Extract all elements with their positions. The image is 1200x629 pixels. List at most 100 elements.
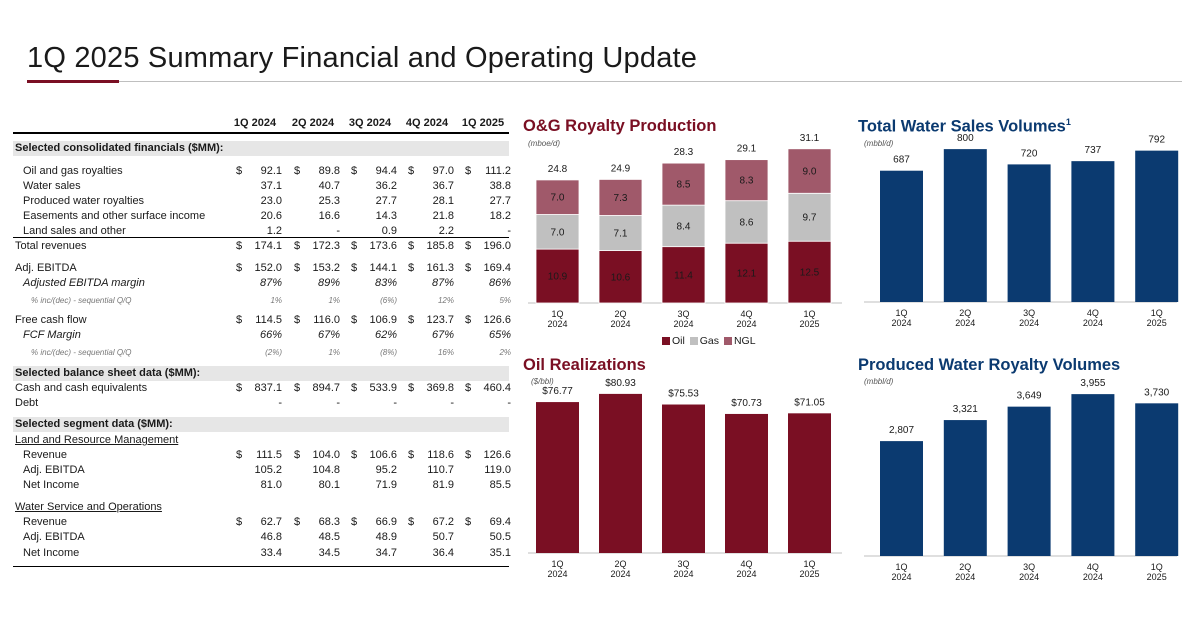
data-label: 10.9 [548, 272, 568, 283]
bar-segment-gas [661, 204, 706, 248]
row-label: % inc/(dec) - sequential Q/Q [31, 296, 132, 305]
row-label: Land sales and other [23, 225, 126, 237]
table-row-oil-gas: Oil and gas royalties $92.1 $89.8 $94.4 $97.… [13, 165, 511, 180]
header-rule [13, 132, 509, 134]
table-cell: 62% [374, 329, 397, 341]
table-cell: 110.7 [427, 464, 454, 476]
table-cell: 95.2 [375, 464, 397, 476]
table-row-fcf-chg: % inc/(dec) - sequential Q/Q (2%) 1% (8%) 16… [13, 345, 511, 360]
chart-title-production: O&G Royalty Production [523, 117, 717, 135]
currency-symbol: $ [351, 382, 358, 394]
x-tick-label: 2024 [547, 319, 567, 329]
table-cell: 34.7 [375, 547, 397, 559]
currency-symbol: $ [351, 240, 358, 252]
table-cell: 48.5 [318, 531, 340, 543]
data-label: $76.77 [542, 386, 573, 397]
table-cell: 161.3 [426, 262, 454, 274]
currency-symbol: $ [408, 382, 415, 394]
x-tick-label: 4Q [1087, 308, 1099, 318]
data-label: 8.6 [740, 217, 754, 228]
x-tick-label: 2024 [955, 572, 975, 582]
table-cell: 16.6 [318, 210, 340, 222]
table-cell: 172.3 [312, 240, 340, 252]
table-cell: 81.0 [260, 479, 282, 491]
table-row-cash: Cash and cash equivalents $837.1 $894.7 $53… [13, 382, 511, 397]
title-divider [27, 81, 1182, 82]
currency-symbol: $ [408, 240, 415, 252]
table-cell: 104.8 [312, 464, 340, 476]
chart-title-produced-water: Produced Water Royalty Volumes [858, 356, 1121, 374]
bar [880, 441, 923, 556]
data-label: 3,955 [1080, 378, 1105, 389]
x-tick-label: 2024 [1083, 318, 1103, 328]
data-label: 800 [957, 133, 974, 144]
table-cell: 1% [328, 348, 340, 357]
table-cell: 0.9 [381, 225, 397, 237]
row-label: Adj. EBITDA [23, 531, 85, 543]
table-cell: 23.0 [260, 195, 282, 207]
x-tick-label: 1Q [551, 309, 563, 319]
table-cell: 67.2 [432, 516, 454, 528]
table-row-wso-ebitda: Adj. EBITDA 46.8 48.5 48.9 50.7 50.5 [13, 531, 511, 546]
table-cell: 50.7 [432, 531, 454, 543]
table-cell: 104.0 [312, 449, 340, 461]
row-label: Water Service and Operations [15, 501, 162, 513]
table-cell: 71.9 [375, 479, 397, 491]
title-accent-bar [27, 80, 119, 83]
row-label: Produced water royalties [23, 195, 145, 207]
bar [1007, 164, 1051, 302]
table-cell: (6%) [380, 296, 397, 305]
bar-segment-ngl [661, 162, 706, 206]
row-label: Net Income [23, 547, 80, 559]
currency-symbol: $ [294, 382, 301, 394]
table-cell: 2.2 [438, 225, 454, 237]
table-cell: 123.7 [426, 314, 454, 326]
row-label: Free cash flow [15, 314, 87, 326]
table-cell: 106.9 [369, 314, 397, 326]
currency-symbol: $ [465, 262, 472, 274]
chart-unit-water-sales: (mbbl/d) [864, 139, 894, 148]
x-tick-label: 1Q [895, 308, 907, 318]
x-tick-label: 3Q [677, 309, 689, 319]
page-title: 1Q 2025 Summary Financial and Operating … [27, 42, 698, 74]
table-cell: 18.2 [489, 210, 511, 222]
chart-title-water-sales: Total Water Sales Volumes1 [858, 117, 1071, 137]
table-cell: 89% [317, 277, 340, 289]
table-bottom-rule [13, 566, 509, 567]
currency-symbol: $ [465, 516, 472, 528]
table-cell: 34.5 [318, 547, 340, 559]
chart-unit-production: (mboe/d) [528, 139, 561, 148]
x-tick-label: 2024 [1019, 318, 1039, 328]
table-cell: (2%) [265, 348, 282, 357]
row-label: Total revenues [15, 240, 87, 252]
table-cell: 66% [259, 329, 282, 341]
data-label: $71.05 [794, 397, 825, 408]
currency-symbol: $ [351, 165, 358, 177]
col-header: 2Q 2024 [291, 117, 335, 129]
row-label: Revenue [23, 449, 68, 461]
table-cell: 153.2 [312, 262, 340, 274]
x-tick-label: 4Q [740, 559, 752, 569]
data-label: 737 [1085, 145, 1102, 156]
row-label: Water sales [23, 180, 81, 192]
x-tick-label: 2025 [799, 319, 819, 329]
bar-segment-ngl [598, 179, 643, 216]
row-label: Adj. EBITDA [15, 262, 77, 274]
table-cell: 894.7 [312, 382, 340, 394]
table-cell: 27.7 [489, 195, 511, 207]
currency-symbol: $ [236, 382, 243, 394]
x-tick-label: 1Q [803, 309, 815, 319]
table-cell: 106.6 [369, 449, 397, 461]
table-cell: 105.2 [254, 464, 282, 476]
col-header: 4Q 2024 [405, 117, 449, 129]
table-cell: 169.4 [483, 262, 511, 274]
x-tick-label: 2024 [736, 319, 756, 329]
row-label: FCF Margin [23, 329, 81, 341]
currency-symbol: $ [408, 262, 415, 274]
table-cell: 126.6 [483, 449, 511, 461]
bar [1135, 403, 1179, 556]
table-cell: 87% [431, 277, 454, 289]
total-label: 28.3 [674, 147, 694, 158]
table-cell: 69.4 [489, 516, 511, 528]
